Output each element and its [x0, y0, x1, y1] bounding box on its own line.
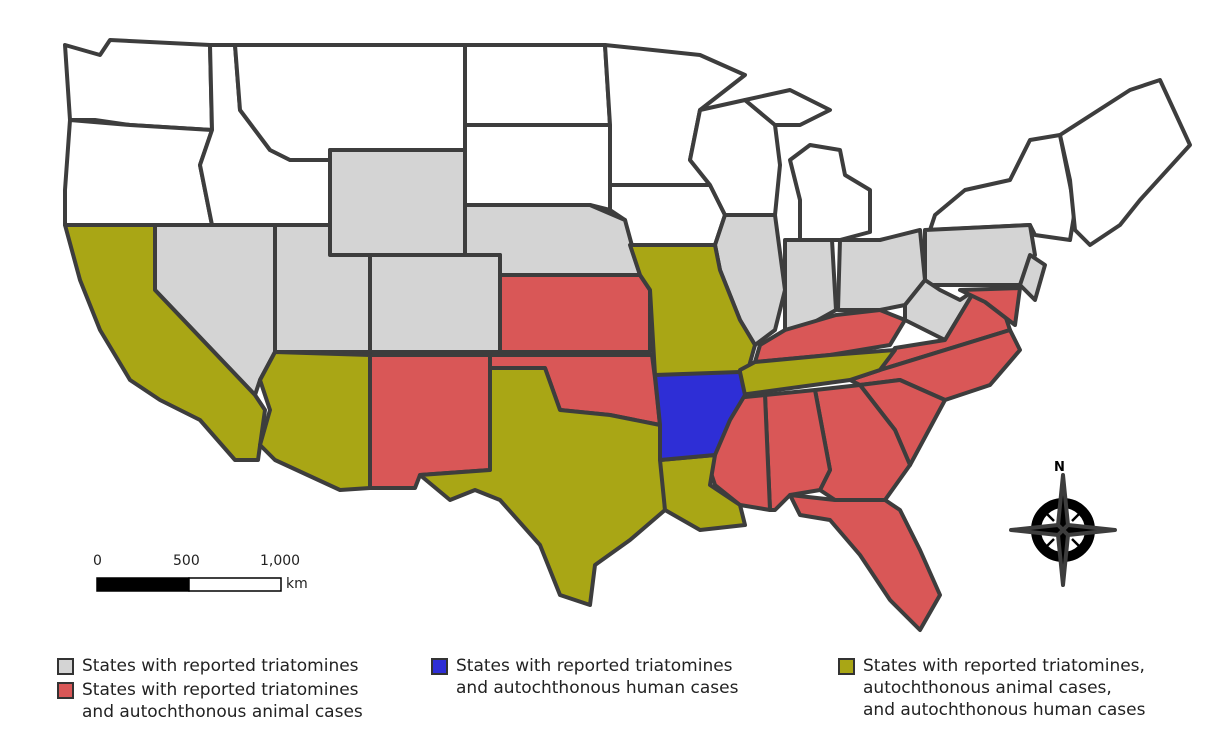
legend-item-animal: States with reported triatomines and aut…: [57, 679, 363, 723]
state-maryland: [958, 286, 1022, 327]
scale-tick-0: 0: [93, 553, 102, 569]
legend-item-animal-human: States with reported triatomines, autoch…: [838, 655, 1145, 721]
state-new-jersey: [1018, 253, 1047, 302]
state-california: [63, 223, 267, 462]
state-colorado: [368, 253, 502, 354]
state-pennsylvania: [923, 223, 1037, 287]
state-wyoming: [328, 148, 467, 257]
legend-label: States with reported triatomines and aut…: [82, 680, 363, 722]
us-states-map: [63, 38, 1192, 632]
scale-bar: [96, 577, 282, 592]
legend-item-human: States with reported triatomines and aut…: [431, 655, 738, 699]
compass-rose-icon: [1009, 473, 1117, 587]
state-north-dakota: [463, 43, 612, 127]
state-michigan-upper: [743, 88, 832, 127]
scale-unit: km: [286, 576, 308, 592]
state-new-york: [928, 133, 1077, 242]
state-arkansas: [653, 370, 747, 462]
state-new-england: [1058, 78, 1192, 247]
scale-tick-500: 500: [173, 553, 200, 569]
state-florida: [788, 493, 942, 632]
state-south-dakota: [463, 123, 612, 212]
state-texas: [418, 366, 667, 607]
legend-swatch: [57, 682, 74, 699]
legend-label: States with reported triatomines, autoch…: [863, 656, 1146, 720]
state-new-mexico: [368, 353, 492, 490]
scale-tick-1000: 1,000: [260, 553, 301, 569]
legend-item-triatomines: States with reported triatomines: [57, 655, 359, 677]
state-oregon: [63, 118, 214, 227]
legend-label: States with reported triatomines: [82, 656, 359, 676]
legend-swatch: [431, 658, 448, 675]
compass-north-label: N: [1054, 460, 1065, 475]
legend-swatch: [838, 658, 855, 675]
state-kansas: [498, 273, 652, 354]
legend-swatch: [57, 658, 74, 675]
state-michigan: [788, 143, 872, 242]
state-tennessee: [738, 348, 897, 397]
state-montana: [233, 43, 467, 162]
legend-label: States with reported triatomines and aut…: [456, 656, 739, 698]
state-washington: [63, 38, 214, 132]
state-arizona: [258, 350, 372, 492]
state-louisiana: [658, 453, 747, 532]
